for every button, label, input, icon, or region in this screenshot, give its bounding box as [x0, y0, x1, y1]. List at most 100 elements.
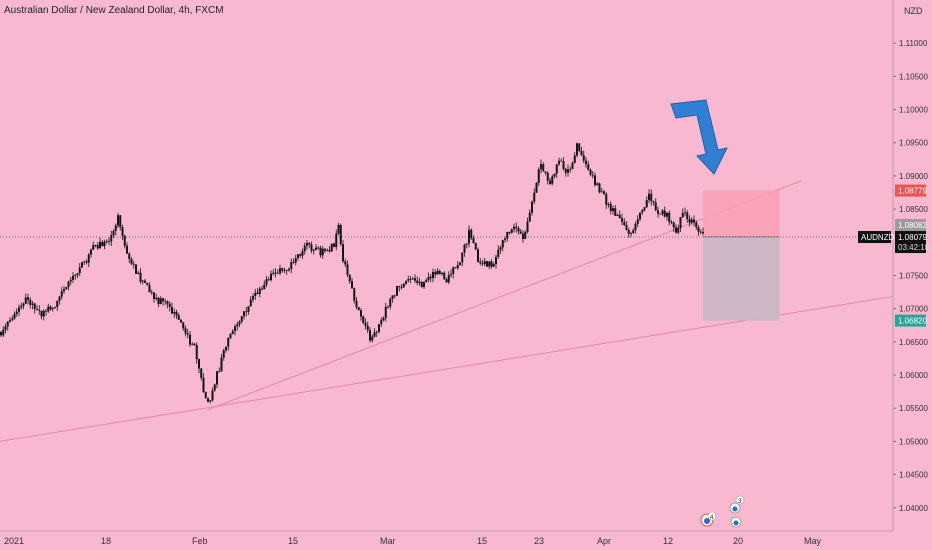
candle-body [380, 320, 383, 325]
price-ticks: 1.04000 1.04500 1.05000 1.05500 1.06000 1.065… [893, 39, 928, 513]
candle [409, 275, 412, 284]
candle-body [477, 249, 479, 262]
candle [249, 295, 252, 307]
symbol-tag[interactable]: AUDNZD [858, 231, 895, 244]
candle [96, 242, 99, 250]
candle-body [652, 201, 655, 203]
candle [308, 242, 311, 248]
event-badge[interactable]: 3 [729, 495, 745, 514]
candle-body [114, 225, 117, 231]
candle-body [299, 254, 302, 256]
candle [353, 287, 356, 304]
candle [186, 328, 189, 339]
symbol-tag-text: AUDNZD [861, 233, 895, 242]
candle [198, 358, 200, 374]
candle [605, 192, 608, 209]
candle-body [337, 224, 340, 234]
candle [652, 200, 655, 206]
candle-body [623, 221, 626, 225]
candle-body [328, 250, 331, 252]
event-badge[interactable] [730, 516, 742, 528]
candle-body [137, 272, 140, 274]
candle [40, 310, 43, 320]
candle-body [551, 176, 554, 184]
candle [207, 397, 209, 403]
candle [58, 295, 61, 305]
annotation-arrow[interactable] [670, 99, 728, 175]
candle [513, 223, 515, 233]
candle-body [533, 192, 536, 202]
time-tick: 23 [534, 536, 544, 546]
candle [486, 260, 488, 267]
candle [299, 253, 302, 258]
time-axis[interactable]: 2021 18 Feb 15 Mar 15 23 Apr 12 20 May [0, 530, 893, 546]
candle [589, 168, 592, 177]
candle-body [69, 279, 72, 282]
candle-body [310, 244, 313, 251]
event-badges[interactable]: 4 3 [700, 495, 745, 528]
candle [227, 337, 230, 351]
candle-body [339, 224, 342, 245]
candle [234, 324, 236, 336]
candle-body [697, 227, 700, 232]
candle [369, 327, 371, 343]
candle-body [171, 306, 173, 314]
candle [542, 162, 545, 172]
candle [283, 267, 286, 273]
candle [627, 227, 630, 238]
candle-body [454, 267, 457, 269]
down-arrow-icon [670, 99, 728, 175]
candle [690, 217, 693, 225]
candle-body [465, 243, 468, 245]
candle [468, 225, 470, 248]
candle [456, 260, 459, 270]
candle [666, 212, 668, 221]
candle [555, 164, 558, 179]
candle [407, 275, 410, 283]
candle [209, 400, 212, 404]
candle [389, 297, 392, 310]
short-position-tool[interactable] [703, 190, 780, 321]
candle [567, 164, 569, 177]
candle [596, 181, 599, 186]
candle-body [382, 318, 385, 321]
candle-body [407, 279, 410, 281]
candle [351, 277, 353, 289]
price-axis[interactable]: NZD 1.040001.045001.050001.055001.060001… [858, 0, 930, 531]
candle-body [702, 232, 704, 234]
candle-body [582, 155, 585, 161]
candle-body [209, 400, 212, 402]
candle-body [463, 244, 466, 253]
candle [499, 245, 502, 255]
candle-body [216, 371, 218, 385]
candle-body [87, 254, 90, 263]
event-badge[interactable]: 4 [700, 511, 717, 527]
candle-body [396, 286, 398, 296]
candle [483, 257, 486, 267]
time-tick: Apr [597, 536, 611, 546]
candle-body [247, 306, 250, 312]
candle-body [283, 269, 286, 271]
candle-body [681, 213, 684, 218]
candle-body [668, 212, 671, 223]
candle-body [243, 311, 245, 317]
candle-body [315, 247, 317, 251]
time-tick: Feb [192, 536, 208, 546]
candle [535, 182, 538, 193]
candle [330, 243, 333, 252]
candle-body [281, 268, 284, 271]
candle [661, 208, 664, 216]
candle-body [488, 261, 491, 267]
candle-body [67, 281, 70, 288]
candle-body [256, 292, 259, 294]
candle-body [132, 263, 135, 265]
candle [342, 240, 344, 264]
candle-body [479, 261, 482, 264]
candle-body [564, 168, 567, 173]
candle-body [189, 334, 191, 345]
candle [643, 206, 646, 212]
candle-body [330, 243, 333, 252]
time-tick: 12 [663, 536, 673, 546]
candle [130, 256, 133, 266]
